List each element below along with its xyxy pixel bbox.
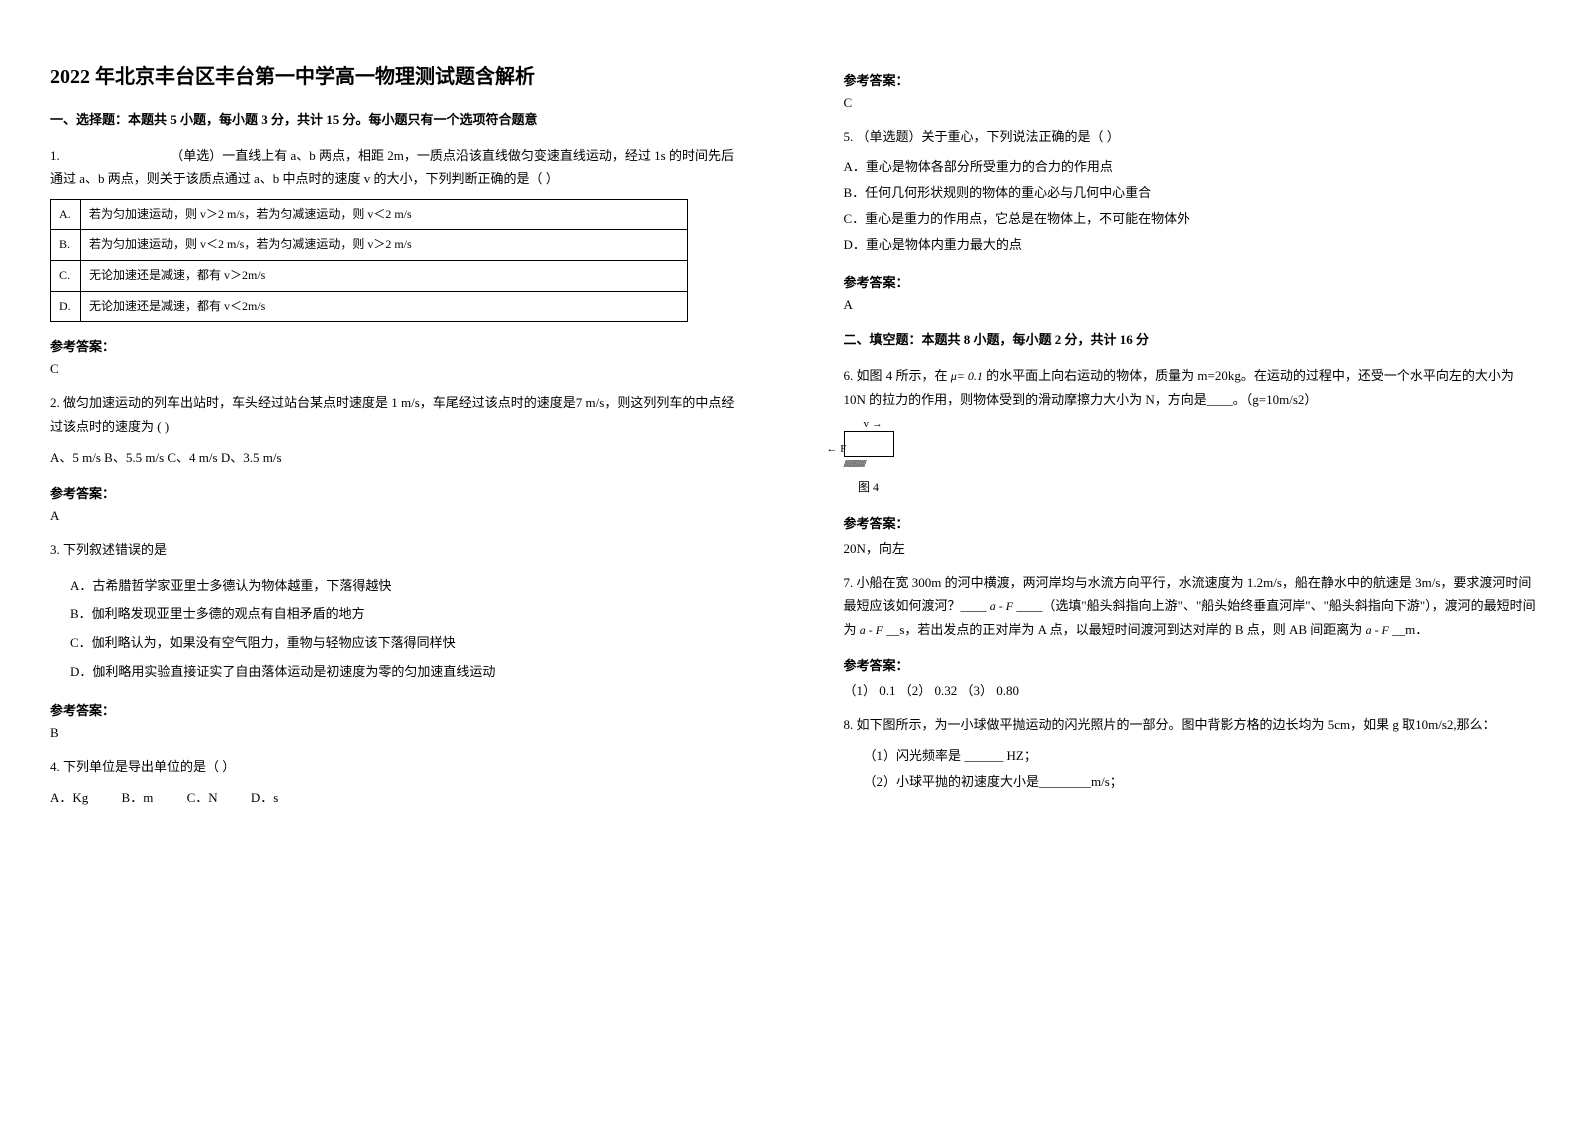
opt-label: C. (51, 260, 81, 291)
page-title: 2022 年北京丰台区丰台第一中学高一物理测试题含解析 (50, 60, 744, 89)
q3-opt-c: C．伽利略认为，如果没有空气阻力，重物与轻物应该下落得同样快 (70, 629, 744, 658)
q7-formula2: a - F (860, 623, 883, 637)
diagram-label: 图 4 (844, 477, 894, 499)
q1-answer: C (50, 361, 744, 377)
q3-opt-b: B．伽利略发现亚里士多德的观点有自相矛盾的地方 (70, 600, 744, 629)
q4-answer: C (844, 95, 1538, 111)
q4-opt-a: A．Kg (50, 790, 88, 805)
opt-label: D. (51, 291, 81, 322)
answer-label: 参考答案： (844, 655, 1538, 674)
q6-answer: 20N，向左 (844, 538, 1538, 557)
section2-title: 二、填空题：本题共 8 小题，每小题 2 分，共计 16 分 (844, 329, 1538, 348)
q5-num: 5. (844, 129, 854, 144)
q2-num: 2. (50, 395, 60, 410)
table-row: A. 若为匀加速运动，则 v＞2 m/s，若为匀减速运动，则 v＜2 m/s (51, 199, 688, 230)
q8-text: 如下图所示，为一小球做平抛运动的闪光照片的一部分。图中背影方格的边长均为 5cm… (857, 717, 1496, 732)
q3-num: 3. (50, 542, 60, 557)
q5-text: （单选题）关于重心，下列说法正确的是（ ） (857, 129, 1120, 144)
q7-formula1: a - F (990, 599, 1013, 613)
q5-opt-a: A．重心是物体各部分所受重力的合力的作用点 (844, 154, 1538, 180)
question-1: 1. （单选）一直线上有 a、b 两点，相距 2m，一质点沿该直线做匀变速直线运… (50, 144, 744, 322)
table-row: B. 若为匀加速运动，则 v＜2 m/s，若为匀减速运动，则 v＞2 m/s (51, 230, 688, 261)
q8-sub2: （2）小球平抛的初速度大小是________m/s； (864, 769, 1538, 795)
q7-text4: __m． (1392, 622, 1428, 637)
q8-num: 8. (844, 717, 854, 732)
q5-opt-c: C．重心是重力的作用点，它总是在物体上，不可能在物体外 (844, 206, 1538, 232)
q6-text-before: 如图 4 所示，在 (857, 368, 948, 383)
q8-sub1: （1）闪光频率是 ______ HZ； (864, 743, 1538, 769)
answer-label: 参考答案： (50, 483, 744, 502)
question-7: 7. 小船在宽 300m 的河中横渡，两河岸均与水流方向平行，水流速度为 1.2… (844, 571, 1538, 642)
q4-opt-d: D．s (251, 790, 278, 805)
q3-text: 下列叙述错误的是 (63, 542, 167, 557)
question-4: 4. 下列单位是导出单位的是（ ） A．Kg B．m C．N D．s (50, 755, 744, 810)
q2-options: A、5 m/s B、5.5 m/s C、4 m/s D、3.5 m/s (50, 446, 744, 469)
answer-label: 参考答案： (844, 70, 1538, 89)
q4-num: 4. (50, 759, 60, 774)
q3-opt-a: A．古希腊哲学家亚里士多德认为物体越重，下落得越快 (70, 572, 744, 601)
q1-text: （单选）一直线上有 a、b 两点，相距 2m，一质点沿该直线做匀变速直线运动，经… (50, 148, 734, 186)
q4-text: 下列单位是导出单位的是（ ） (63, 759, 235, 774)
q7-answer: （1） 0.1 （2） 0.32 （3） 0.80 (844, 680, 1538, 699)
q4-opt-c: C．N (187, 790, 218, 805)
answer-label: 参考答案： (844, 272, 1538, 291)
q3-answer: B (50, 725, 744, 741)
question-5: 5. （单选题）关于重心，下列说法正确的是（ ） A．重心是物体各部分所受重力的… (844, 125, 1538, 258)
q1-options-table: A. 若为匀加速运动，则 v＞2 m/s，若为匀减速运动，则 v＜2 m/s B… (50, 199, 688, 322)
q4-opt-b: B．m (122, 790, 154, 805)
answer-label: 参考答案： (50, 336, 744, 355)
opt-label: A. (51, 199, 81, 230)
answer-label: 参考答案： (844, 513, 1538, 532)
opt-text: 若为匀加速运动，则 v＜2 m/s，若为匀减速运动，则 v＞2 m/s (81, 230, 688, 261)
question-8: 8. 如下图所示，为一小球做平抛运动的闪光照片的一部分。图中背影方格的边长均为 … (844, 713, 1538, 794)
question-2: 2. 做匀加速运动的列车出站时，车头经过站台某点时速度是 1 m/s，车尾经过该… (50, 391, 744, 469)
table-row: C. 无论加速还是减速，都有 v＞2m/s (51, 260, 688, 291)
q7-num: 7. (844, 575, 854, 590)
question-3: 3. 下列叙述错误的是 A．古希腊哲学家亚里士多德认为物体越重，下落得越快 B．… (50, 538, 744, 686)
opt-label: B. (51, 230, 81, 261)
q5-opt-b: B．任何几何形状规则的物体的重心必与几何中心重合 (844, 180, 1538, 206)
q7-text3: __s，若出发点的正对岸为 A 点，以最短时间渡河到达对岸的 B 点，则 AB … (886, 622, 1362, 637)
q2-text: 做匀加速运动的列车出站时，车头经过站台某点时速度是 1 m/s，车尾经过该点时的… (50, 395, 734, 433)
q2-answer: A (50, 508, 744, 524)
answer-label: 参考答案： (50, 700, 744, 719)
table-row: D. 无论加速还是减速，都有 v＜2m/s (51, 291, 688, 322)
q4-options: A．Kg B．m C．N D．s (50, 786, 744, 809)
q5-opt-d: D．重心是物体内重力最大的点 (844, 232, 1538, 258)
q6-formula: μ= 0.1 (951, 369, 983, 383)
q7-formula3: a - F (1366, 623, 1389, 637)
section1-title: 一、选择题：本题共 5 小题，每小题 3 分，共计 15 分。每小题只有一个选项… (50, 109, 744, 128)
opt-text: 无论加速还是减速，都有 v＜2m/s (81, 291, 688, 322)
q6-diagram: v → ← F //////////////////// 图 4 (844, 425, 1538, 498)
question-6: 6. 如图 4 所示，在 μ= 0.1 的水平面上向右运动的物体，质量为 m=2… (844, 364, 1538, 498)
opt-text: 无论加速还是减速，都有 v＞2m/s (81, 260, 688, 291)
q3-opt-d: D．伽利略用实验直接证实了自由落体运动是初速度为零的匀加速直线运动 (70, 658, 744, 687)
q6-num: 6. (844, 368, 854, 383)
q5-answer: A (844, 297, 1538, 313)
opt-text: 若为匀加速运动，则 v＞2 m/s，若为匀减速运动，则 v＜2 m/s (81, 199, 688, 230)
q1-num: 1. (50, 148, 60, 163)
